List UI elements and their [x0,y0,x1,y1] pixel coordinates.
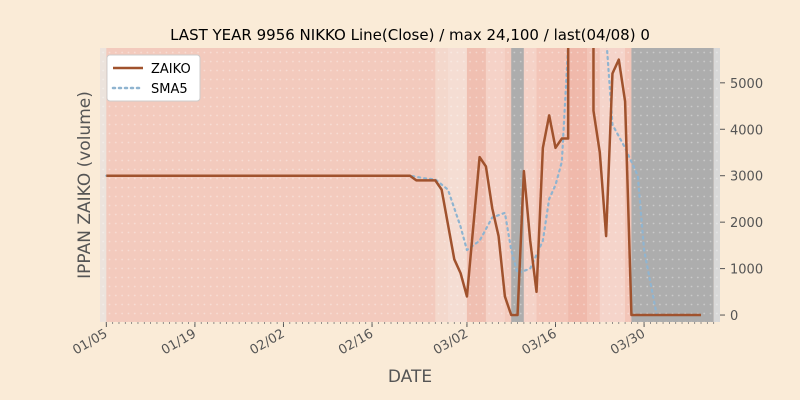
y-tick-label: 2000 [730,216,763,231]
y-tick-label: 4000 [730,123,763,138]
y-axis-label: IPPAN ZAIKO (volume) [75,91,95,279]
x-axis-label: DATE [388,367,432,387]
legend: ZAIKO SMA5 [106,54,201,102]
legend-label-zaiko: ZAIKO [151,62,191,77]
chart-title: LAST YEAR 9956 NIKKO Line(Close) / max 2… [170,26,650,44]
series-line-zaiko [106,48,702,317]
y-tick-label: 0 [730,309,738,324]
series-layer [105,48,703,317]
y-tick-label: 5000 [730,77,763,92]
dot-grid-fill [100,48,720,322]
y-tick-label: 1000 [730,263,763,278]
legend-label-sma5: SMA5 [151,82,188,97]
dot-grid [100,48,720,322]
series-line-sma5 [105,48,703,317]
y-tick-label: 3000 [730,170,763,185]
legend-box [106,54,201,102]
